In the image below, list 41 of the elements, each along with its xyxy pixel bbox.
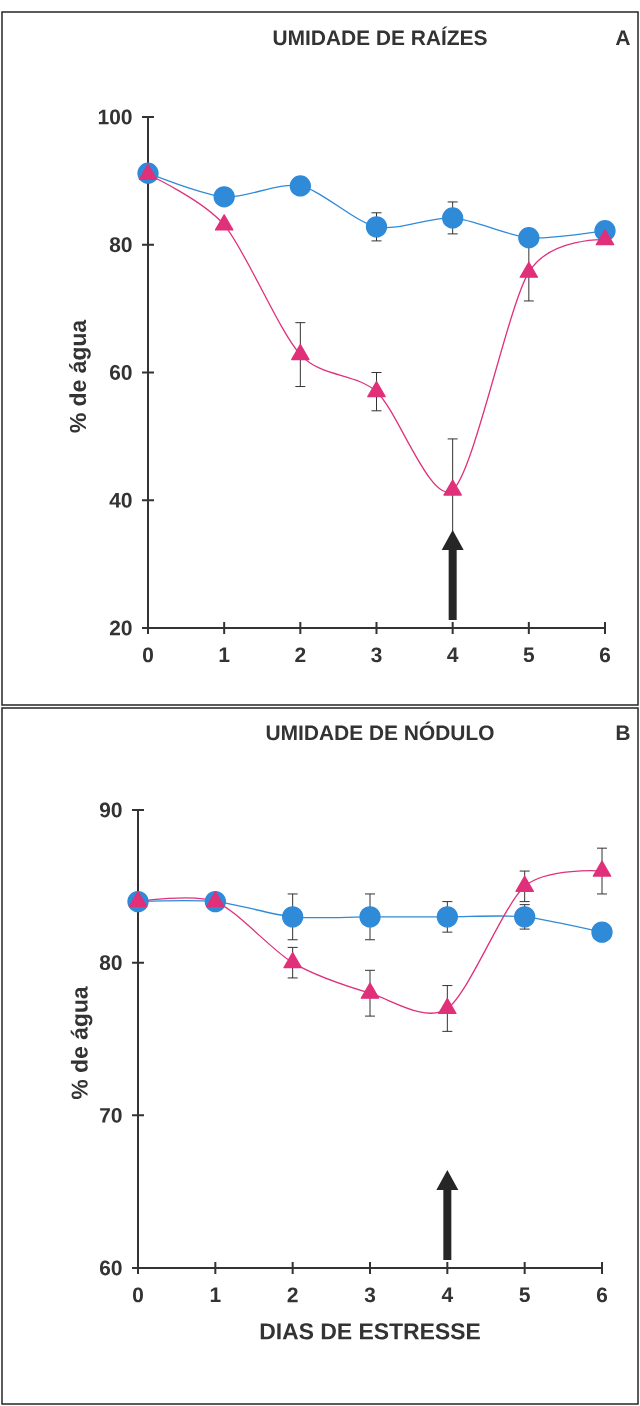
point — [367, 381, 386, 398]
point — [213, 186, 235, 208]
x-tick-label: 1 — [219, 647, 230, 662]
y-tick-label: 100 — [98, 109, 132, 125]
x-tick-label: 4 — [447, 647, 459, 662]
y-tick-label: 60 — [109, 365, 132, 380]
point — [365, 216, 388, 238]
x-tick-label: 2 — [287, 1287, 298, 1303]
point — [289, 175, 311, 197]
x-tick-label: 4 — [441, 1287, 454, 1302]
point — [518, 227, 540, 249]
point — [442, 207, 464, 229]
x-tick-label: 3 — [364, 1287, 376, 1303]
point — [595, 228, 615, 246]
y-tick-label: 90 — [99, 802, 122, 818]
point — [443, 479, 462, 496]
x-tick-label: 6 — [599, 647, 611, 663]
y-tick-label: 70 — [100, 1107, 122, 1123]
x-tick-label: 5 — [523, 647, 535, 663]
point — [291, 343, 310, 361]
x-tick-label: 3 — [371, 647, 382, 663]
x-tick-label: 1 — [210, 1287, 221, 1302]
point — [214, 214, 234, 231]
point — [519, 261, 539, 278]
x-tick-label: 2 — [295, 647, 306, 663]
y-axis-title: % de água — [70, 986, 93, 1100]
text: B — [616, 725, 630, 740]
x-tick-label: 5 — [519, 1287, 530, 1303]
text: A — [615, 30, 630, 45]
x-tick-label: 0 — [143, 647, 153, 663]
x-tick-label: 0 — [133, 1287, 143, 1303]
y-axis-title: % de água — [69, 319, 91, 433]
y-tick-label: 60 — [99, 1260, 122, 1276]
x-axis-title: DIAS DE ESTRESSE — [260, 1323, 480, 1340]
y-tick-label: 80 — [99, 955, 122, 971]
y-tick-label: 40 — [109, 492, 132, 508]
chart-title: UMIDADE DE NÓDULO — [266, 721, 494, 741]
x-tick-label: 6 — [596, 1287, 608, 1303]
y-tick-label: 80 — [109, 237, 132, 253]
y-tick-label: 20 — [109, 620, 132, 636]
chart-title: UMIDADE DE RAÍZES — [273, 26, 487, 46]
